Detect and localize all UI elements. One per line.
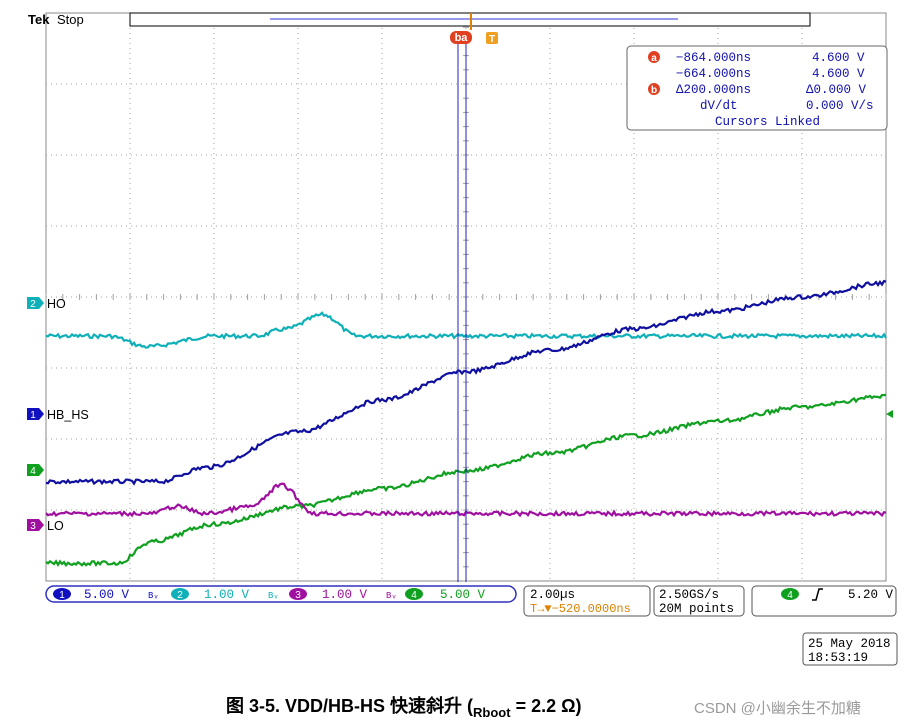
ch2-badge-num: 2: [177, 590, 183, 601]
cursor-b-time: −664.000ns: [676, 67, 751, 81]
watermark: CSDN @小幽余生不加糖: [694, 699, 861, 717]
svg-text:4: 4: [30, 466, 36, 477]
cursor-a-volt: 4.600 V: [812, 51, 865, 65]
svg-text:T: T: [489, 34, 495, 45]
timebase-panel[interactable]: [523, 585, 651, 617]
ch4-badge-icon[interactable]: [405, 588, 423, 600]
cursor-b-icon: [648, 83, 660, 95]
trigger-position-icon[interactable]: T: [486, 32, 498, 45]
time: 18:53:19: [808, 651, 868, 665]
cursor-delta-volt: Δ0.000 V: [806, 83, 867, 97]
svg-text:2: 2: [30, 299, 36, 310]
cursor-a-icon: [648, 51, 660, 63]
dvdt-value: 0.000 V/s: [806, 99, 874, 113]
cursor-b-volt: 4.600 V: [812, 67, 865, 81]
ch1-scale[interactable]: 5.00 V: [84, 588, 130, 602]
ch4-badge-num: 4: [411, 590, 417, 601]
ch1-badge-num: 1: [59, 590, 65, 601]
channel-settings-bar[interactable]: [45, 585, 517, 603]
figure-caption: 图 3-5. VDD/HB-HS 快速斜升 (Rboot = 2.2 Ω): [226, 695, 582, 720]
channel-3-label: LO: [47, 519, 64, 533]
channel-3-marker[interactable]: 3: [27, 519, 44, 532]
channel-1-label: HB_HS: [47, 408, 89, 422]
acquisition-panel[interactable]: [653, 585, 745, 617]
ch3-badge-icon[interactable]: [289, 588, 307, 600]
brand-label: Tek: [28, 12, 50, 27]
date: 25 May 2018: [808, 637, 891, 651]
trigger-level-icon[interactable]: [886, 410, 893, 418]
cursor-readout-panel: [626, 45, 888, 131]
ch1-bw-icon: Bᵥ: [148, 591, 159, 601]
sample-rate: 2.50GS/s: [659, 588, 719, 602]
ch3-scale[interactable]: 1.00 V: [322, 588, 368, 602]
ch1-badge-icon[interactable]: [53, 588, 71, 600]
channel-4-marker[interactable]: 4: [27, 464, 44, 477]
ch2-badge-icon[interactable]: [171, 588, 189, 600]
svg-text:3: 3: [30, 521, 36, 532]
record-length: 20M points: [659, 602, 734, 616]
svg-text:1: 1: [30, 410, 36, 421]
dvdt-label: dV/dt: [700, 99, 738, 113]
cursors-linked-label: Cursors Linked: [715, 115, 820, 129]
trigger-level[interactable]: 5.20 V: [848, 588, 894, 602]
cursor-a-badge: a: [651, 53, 657, 64]
svg-text:ba: ba: [455, 32, 469, 44]
channel-1-marker[interactable]: 1: [27, 408, 44, 421]
cursor-a-time: −864.000ns: [676, 51, 751, 65]
channel-2-label: HO: [47, 297, 66, 311]
cursor-delta-time: Δ200.000ns: [676, 83, 751, 97]
ch2-bw-icon: Bᵥ: [268, 591, 279, 601]
acquisition-status: Stop: [57, 12, 84, 27]
cursor-marker-icon[interactable]: ba: [450, 31, 472, 44]
timebase-scale[interactable]: 2.00µs: [530, 588, 575, 602]
datetime-panel: [802, 632, 898, 666]
channel-2-marker[interactable]: 2: [27, 297, 44, 310]
rising-edge-icon: [812, 588, 823, 601]
horizontal-position[interactable]: T→▼−520.0000ns: [530, 602, 631, 616]
trigger-source: 4: [787, 590, 793, 601]
cursor-b-badge: b: [651, 85, 657, 96]
ch2-scale[interactable]: 1.00 V: [204, 588, 250, 602]
trigger-source-icon: [781, 588, 799, 600]
ch3-badge-num: 3: [295, 590, 301, 601]
ch4-scale[interactable]: 5.00 V: [440, 588, 486, 602]
ch3-bw-icon: Bᵥ: [386, 591, 397, 601]
